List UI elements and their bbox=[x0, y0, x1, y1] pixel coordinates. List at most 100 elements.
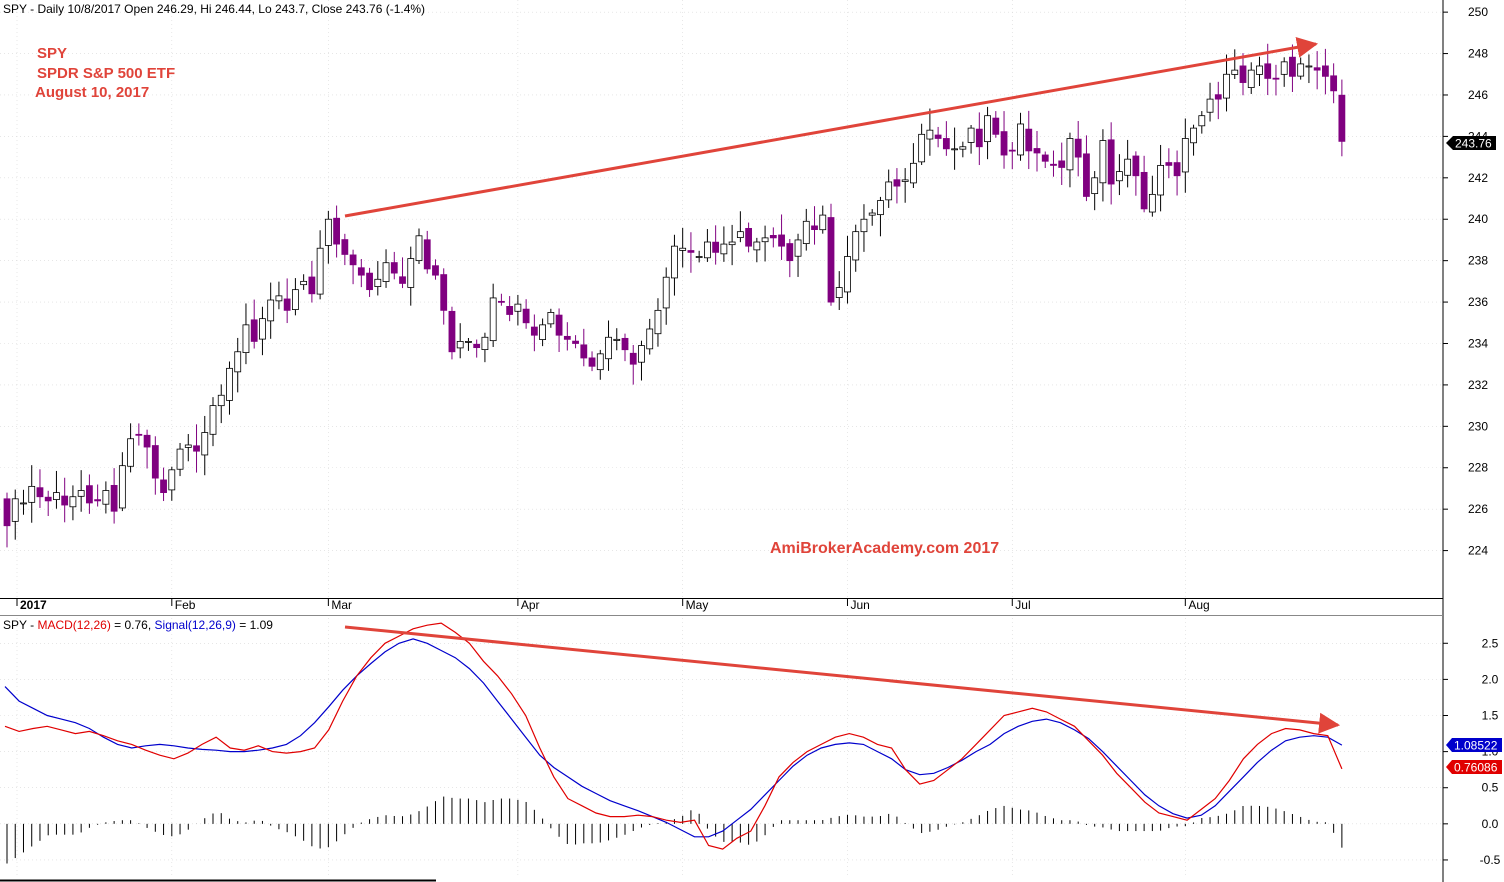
candle bbox=[580, 328, 588, 367]
candle-body bbox=[1107, 139, 1115, 185]
candle bbox=[1008, 141, 1016, 170]
candle-body bbox=[390, 262, 398, 274]
candle bbox=[333, 205, 341, 258]
candle-body bbox=[1173, 162, 1181, 177]
candle bbox=[94, 484, 102, 507]
candle bbox=[819, 205, 827, 234]
candle bbox=[984, 106, 991, 160]
candle bbox=[1091, 171, 1099, 211]
candle bbox=[1297, 57, 1305, 80]
candle-body bbox=[712, 241, 720, 253]
candle bbox=[184, 434, 192, 462]
price-tick-label: 234 bbox=[1468, 336, 1488, 350]
candle-body bbox=[1132, 155, 1140, 177]
candle-body bbox=[94, 499, 102, 502]
candle-body bbox=[53, 492, 60, 500]
candle-body bbox=[1223, 73, 1230, 99]
macd-histogram bbox=[6, 796, 1343, 864]
candle bbox=[514, 294, 522, 326]
candle bbox=[3, 492, 11, 548]
candle bbox=[1338, 79, 1346, 157]
candle bbox=[1025, 110, 1033, 170]
candle-body bbox=[967, 127, 975, 143]
candle bbox=[951, 127, 958, 170]
candle-body bbox=[1247, 69, 1255, 88]
candle bbox=[662, 267, 670, 325]
candle-body bbox=[1008, 149, 1016, 152]
candle bbox=[135, 423, 143, 446]
candle-body bbox=[695, 256, 703, 258]
price-grid bbox=[0, 0, 1443, 878]
candle-body bbox=[984, 115, 991, 143]
candle bbox=[1148, 175, 1156, 217]
candle bbox=[1140, 155, 1148, 213]
candle bbox=[736, 211, 744, 243]
candle-body bbox=[736, 231, 744, 238]
candle-body bbox=[1124, 158, 1132, 176]
candle-body bbox=[102, 490, 110, 505]
signal-header-value: = 1.09 bbox=[236, 618, 273, 632]
candle-body bbox=[184, 444, 192, 448]
candle-body bbox=[234, 351, 242, 373]
candle-body bbox=[572, 340, 579, 344]
candle-body bbox=[819, 214, 827, 231]
candle bbox=[687, 232, 695, 273]
candle bbox=[712, 225, 720, 265]
candle bbox=[44, 490, 52, 516]
candle bbox=[539, 318, 546, 347]
macd-tick-label: 2.0 bbox=[1482, 672, 1499, 686]
candle bbox=[877, 196, 884, 237]
price-tick-label: 236 bbox=[1468, 295, 1488, 309]
candle bbox=[506, 296, 514, 322]
candle bbox=[1066, 132, 1074, 188]
candle-body bbox=[118, 465, 126, 509]
candle bbox=[1305, 54, 1313, 84]
candle bbox=[53, 470, 60, 509]
candle-body bbox=[28, 485, 36, 503]
candle bbox=[802, 208, 810, 251]
candle bbox=[1050, 150, 1057, 177]
candle bbox=[769, 227, 777, 248]
candle-body bbox=[456, 341, 464, 349]
candle bbox=[324, 210, 332, 264]
candle bbox=[374, 261, 382, 296]
candle bbox=[489, 283, 497, 347]
candle-body bbox=[135, 433, 143, 436]
candle bbox=[1099, 129, 1107, 202]
candle bbox=[390, 251, 398, 280]
price-tick-label: 248 bbox=[1468, 47, 1488, 61]
candle bbox=[761, 225, 769, 262]
candle-body bbox=[432, 265, 439, 276]
month-label: Apr bbox=[521, 598, 540, 612]
candle bbox=[638, 340, 645, 381]
macd-line bbox=[4, 622, 1343, 850]
candle-body bbox=[366, 272, 373, 291]
candle-body bbox=[357, 267, 365, 276]
candle-body bbox=[959, 146, 967, 150]
month-label: Feb bbox=[175, 598, 196, 612]
candle bbox=[349, 249, 357, 285]
candle bbox=[1132, 151, 1140, 196]
candle bbox=[679, 227, 687, 268]
candle-body bbox=[151, 445, 159, 479]
candle-body bbox=[877, 200, 884, 216]
signal-last-label: 1.08522 bbox=[1454, 739, 1498, 753]
candle bbox=[151, 436, 159, 495]
candle-body bbox=[1041, 154, 1049, 162]
candle-body bbox=[687, 250, 695, 253]
candle-body bbox=[36, 487, 44, 498]
candle bbox=[382, 249, 390, 288]
candle-body bbox=[555, 314, 563, 336]
candle-body bbox=[934, 134, 942, 139]
macd-header-value: = 0.76, bbox=[111, 618, 155, 632]
price-tick-label: 232 bbox=[1468, 378, 1488, 392]
month-label: Mar bbox=[331, 598, 352, 612]
candle-body bbox=[489, 297, 497, 342]
candle bbox=[967, 124, 975, 154]
candle bbox=[481, 332, 489, 363]
candle bbox=[1033, 130, 1041, 172]
candle bbox=[465, 338, 472, 351]
candle-body bbox=[975, 128, 983, 148]
macd-tick-label: 0.0 bbox=[1482, 817, 1499, 831]
candle-body bbox=[267, 299, 275, 322]
